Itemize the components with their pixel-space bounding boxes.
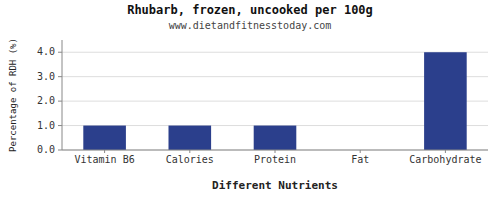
- y-tick-label: 3.0: [37, 71, 55, 82]
- y-tick: [58, 76, 62, 77]
- x-tick-label: Fat: [351, 154, 369, 165]
- x-tick: [360, 150, 361, 153]
- x-tick-label: Protein: [254, 154, 296, 165]
- y-tick: [58, 150, 62, 151]
- subtitle: www.dietandfitnesstoday.com: [169, 20, 332, 31]
- x-tick: [104, 150, 105, 153]
- y-axis-label: Percentage of RDH (%): [8, 38, 18, 152]
- y-tick-label: 0.0: [37, 144, 55, 155]
- y-axis-line: [62, 40, 63, 150]
- y-tick-label: 2.0: [37, 95, 55, 106]
- y-tick: [58, 52, 62, 53]
- bars: [83, 52, 466, 150]
- x-tick: [275, 150, 276, 153]
- x-tick: [445, 150, 446, 153]
- chart-svg: 0.0 1.0 2.0 3.0 4.0 Vitamin B6 Calories Protein…: [0, 0, 500, 200]
- bar: [254, 126, 297, 150]
- x-tick-label: Calories: [166, 154, 214, 165]
- x-tick: [189, 150, 190, 153]
- y-tick: [58, 101, 62, 102]
- y-tick-label: 1.0: [37, 120, 55, 131]
- y-tick: [58, 125, 62, 126]
- bar: [83, 126, 126, 150]
- x-axis-label: Different Nutrients: [212, 179, 338, 192]
- title: Rhubarb, frozen, uncooked per 100g: [127, 3, 373, 17]
- bar: [424, 52, 467, 150]
- y-tick-label: 4.0: [37, 46, 55, 57]
- x-tick-label: Vitamin B6: [74, 154, 134, 165]
- bar: [169, 126, 212, 150]
- chart-container: 0.0 1.0 2.0 3.0 4.0 Vitamin B6 Calories Protein…: [0, 0, 500, 200]
- x-tick-label: Carbohydrate: [409, 154, 481, 165]
